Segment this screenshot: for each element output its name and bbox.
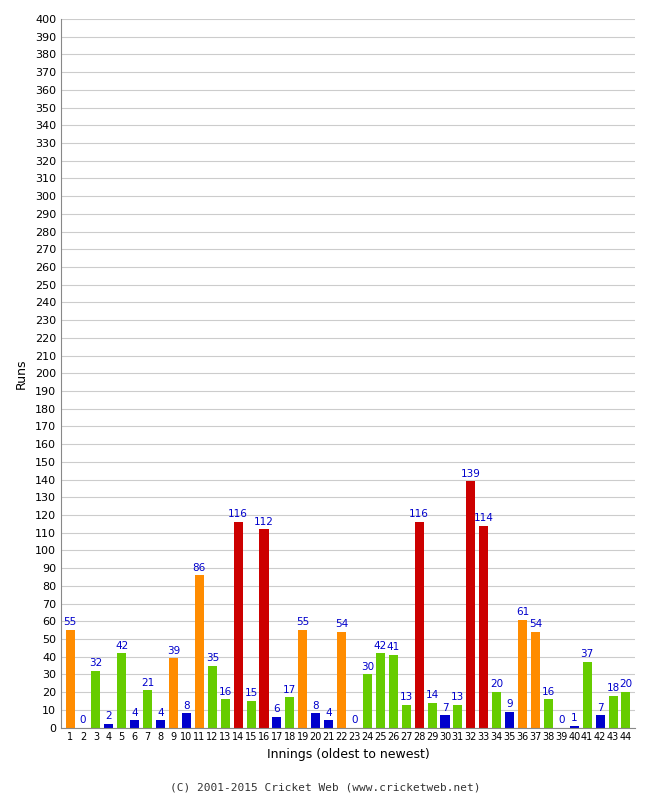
Bar <box>492 692 501 727</box>
Bar <box>621 692 630 727</box>
Text: 54: 54 <box>529 619 542 630</box>
Bar <box>544 699 553 727</box>
Text: 37: 37 <box>580 650 594 659</box>
Text: 8: 8 <box>183 701 190 710</box>
Bar <box>272 717 281 727</box>
Bar <box>608 696 618 727</box>
Text: 7: 7 <box>441 702 448 713</box>
Text: 7: 7 <box>597 702 603 713</box>
Text: 116: 116 <box>228 510 248 519</box>
Bar <box>156 721 165 727</box>
Bar <box>246 701 255 727</box>
Bar <box>324 721 333 727</box>
Text: 112: 112 <box>254 517 274 526</box>
Text: 42: 42 <box>374 641 387 650</box>
Bar <box>92 671 101 727</box>
Bar <box>531 632 540 727</box>
Bar <box>376 653 385 727</box>
Text: 86: 86 <box>193 562 206 573</box>
Bar <box>441 715 450 727</box>
Bar <box>479 526 488 727</box>
Bar <box>259 529 268 727</box>
Bar <box>105 724 113 727</box>
Bar <box>169 658 178 727</box>
Text: 41: 41 <box>387 642 400 652</box>
Text: 139: 139 <box>461 469 481 478</box>
Bar <box>130 721 139 727</box>
X-axis label: Innings (oldest to newest): Innings (oldest to newest) <box>266 748 430 761</box>
Text: 114: 114 <box>474 513 494 523</box>
Text: 0: 0 <box>351 715 358 725</box>
Text: 54: 54 <box>335 619 348 630</box>
Text: 1: 1 <box>571 713 578 723</box>
Bar <box>66 630 75 727</box>
Bar <box>195 575 204 727</box>
Text: 20: 20 <box>619 679 632 690</box>
Text: 13: 13 <box>451 692 465 702</box>
Bar <box>208 666 217 727</box>
Text: 8: 8 <box>313 701 319 710</box>
Bar <box>505 712 514 727</box>
Bar <box>428 702 437 727</box>
Bar <box>363 674 372 727</box>
Bar <box>298 630 307 727</box>
Bar <box>285 698 294 727</box>
Text: 30: 30 <box>361 662 374 672</box>
Text: 39: 39 <box>167 646 180 656</box>
Text: 6: 6 <box>274 704 280 714</box>
Text: 18: 18 <box>606 683 619 693</box>
Bar <box>569 726 578 727</box>
Text: 2: 2 <box>105 711 112 722</box>
Bar <box>466 482 475 727</box>
Text: 61: 61 <box>516 607 529 617</box>
Text: 9: 9 <box>506 699 513 709</box>
Text: 32: 32 <box>89 658 103 668</box>
Bar <box>143 690 152 727</box>
Text: 20: 20 <box>490 679 503 690</box>
Bar <box>337 632 346 727</box>
Text: 21: 21 <box>141 678 154 688</box>
Bar <box>311 714 320 727</box>
Text: 4: 4 <box>157 708 164 718</box>
Bar <box>117 653 126 727</box>
Text: (C) 2001-2015 Cricket Web (www.cricketweb.net): (C) 2001-2015 Cricket Web (www.cricketwe… <box>170 782 480 792</box>
Y-axis label: Runs: Runs <box>15 358 28 389</box>
Text: 35: 35 <box>205 653 219 663</box>
Bar <box>182 714 191 727</box>
Text: 42: 42 <box>115 641 129 650</box>
Text: 14: 14 <box>426 690 439 700</box>
Text: 16: 16 <box>218 686 232 697</box>
Text: 116: 116 <box>410 510 429 519</box>
Text: 4: 4 <box>326 708 332 718</box>
Text: 4: 4 <box>131 708 138 718</box>
Bar <box>595 715 604 727</box>
Bar <box>415 522 424 727</box>
Text: 16: 16 <box>541 686 555 697</box>
Bar <box>221 699 229 727</box>
Bar <box>402 705 411 727</box>
Bar <box>454 705 462 727</box>
Bar <box>518 619 527 727</box>
Text: 15: 15 <box>244 688 257 698</box>
Bar <box>582 662 592 727</box>
Bar <box>389 655 398 727</box>
Text: 55: 55 <box>64 618 77 627</box>
Text: 55: 55 <box>296 618 309 627</box>
Bar <box>233 522 242 727</box>
Text: 0: 0 <box>80 715 86 725</box>
Text: 17: 17 <box>283 685 296 695</box>
Text: 0: 0 <box>558 715 565 725</box>
Text: 13: 13 <box>400 692 413 702</box>
